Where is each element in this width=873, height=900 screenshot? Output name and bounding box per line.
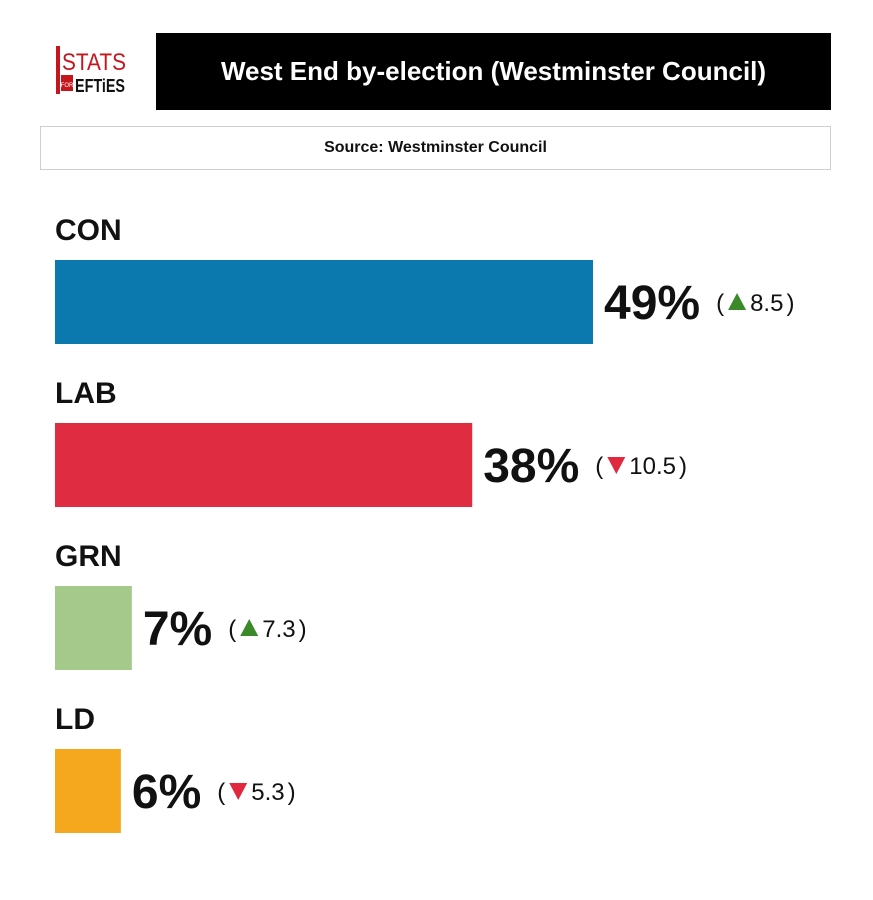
change-value-ld: 5.3 [251,779,284,806]
value-label-lab: 38% [483,440,579,493]
arrow-down-icon [229,783,248,800]
party-label-grn: GRN [55,540,122,573]
chart-title: West End by-election (Westminster Counci… [220,56,767,86]
party-label-con: CON [55,214,122,247]
bar-lab [55,423,473,507]
change-close-paren-con: ) [786,290,794,317]
source-text: Source: Westminster Council [324,139,547,156]
change-close-paren-ld: ) [288,779,296,806]
change-value-con: 8.5 [750,290,783,317]
value-label-ld: 6% [132,766,201,819]
arrow-up-icon [728,293,747,310]
change-open-paren-grn: ( [228,616,236,643]
source-box: Source: Westminster Council [40,126,831,170]
svg-text:FOR: FOR [61,83,74,89]
change-close-paren-grn: ) [299,616,307,643]
value-label-con: 49% [604,277,700,330]
change-value-grn: 7.3 [262,616,295,643]
party-label-lab: LAB [55,377,117,410]
bar-grn [55,586,132,670]
party-label-ld: LD [55,703,95,736]
bar-ld [55,749,121,833]
arrow-down-icon [607,457,626,474]
title-banner: West End by-election (Westminster Counci… [156,33,831,110]
value-label-grn: 7% [143,603,212,656]
bar-con [55,260,593,344]
change-open-paren-con: ( [716,290,724,317]
change-open-paren-ld: ( [217,779,225,806]
change-value-lab: 10.5 [629,453,676,480]
svg-text:STATS: STATS [62,49,126,76]
change-close-paren-lab: ) [679,453,687,480]
change-open-paren-lab: ( [595,453,603,480]
arrow-up-icon [240,619,259,636]
svg-text:EFTiES: EFTiES [75,76,125,96]
stats-for-lefties-logo: STATS FOR EFTiES [55,44,130,96]
